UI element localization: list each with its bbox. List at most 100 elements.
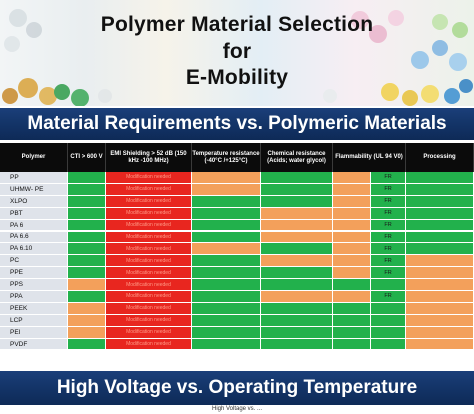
cell-processing [406,172,474,184]
cell-cti [68,243,106,256]
cell-emi: Modification needed [106,219,192,232]
cell-emi: Modification needed [106,291,192,303]
cell-temperature [192,291,261,303]
polymer-name: PP [0,172,68,184]
cell-emi: Modification needed [106,243,192,256]
cell-processing [406,326,474,339]
cell-chemical [261,195,333,208]
cell-cti [68,314,106,327]
cell-processing [406,338,474,351]
cell-emi: Modification needed [106,207,192,220]
cell-temperature [192,314,261,327]
polymer-name: LCP [0,314,68,327]
cell-flammability-fr [371,302,406,315]
table-row: PPA Modification needed FR [0,291,474,303]
cell-flammability-base [333,279,371,291]
cell-chemical [261,302,333,315]
table-row: UHMW- PE Modification needed FR [0,183,474,196]
cell-cti [68,291,106,303]
cell-temperature [192,279,261,291]
column-header-emi: EMI Shielding > 52 dB (150 kHz -100 MHz) [106,143,192,172]
cell-temperature [192,231,261,244]
cell-chemical [261,255,333,268]
cell-emi: Modification needed [106,267,192,280]
cell-flammability-base [333,291,371,303]
cell-flammability-base [333,338,371,351]
cell-processing [406,302,474,315]
cell-cti [68,219,106,232]
table-row: PEEK Modification needed [0,302,474,315]
cell-flammability-base [333,207,371,220]
cell-cti [68,302,106,315]
cell-chemical [261,291,333,303]
cell-temperature [192,302,261,315]
cell-flammability-base [333,314,371,327]
table-row: PC Modification needed FR [0,255,474,268]
cell-processing [406,291,474,303]
cell-flammability-fr: FR [371,207,406,220]
cell-temperature [192,195,261,208]
banner-material-requirements: Material Requirements vs. Polymeric Mate… [0,108,474,140]
cell-emi: Modification needed [106,338,192,351]
cell-flammability-fr: FR [371,219,406,232]
cell-temperature [192,243,261,256]
cell-flammability-base [333,219,371,232]
polymer-name: PEI [0,326,68,339]
cell-temperature [192,207,261,220]
cell-processing [406,243,474,256]
cell-cti [68,338,106,351]
cell-flammability-base [333,172,371,184]
cell-temperature [192,338,261,351]
cell-flammability-fr: FR [371,243,406,256]
cell-processing [406,195,474,208]
cell-processing [406,207,474,220]
cell-chemical [261,314,333,327]
title-line-3: E-Mobility [185,66,289,89]
cell-chemical [261,231,333,244]
pellets-image [2,9,473,106]
polymer-name: PA 6 [0,219,68,232]
cell-chemical [261,243,333,256]
cell-flammability-fr: FR [371,172,406,184]
cell-cti [68,195,106,208]
cell-emi: Modification needed [106,195,192,208]
polymer-name: PA 6.6 [0,231,68,244]
table-row: PPS Modification needed [0,279,474,291]
polymer-name: PPE [0,267,68,280]
cell-flammability-fr: FR [371,231,406,244]
cell-temperature [192,267,261,280]
cell-flammability-fr: FR [371,195,406,208]
cell-chemical [261,183,333,196]
cell-flammability-fr: FR [371,291,406,303]
polymer-name: PBT [0,207,68,220]
column-header-cti: CTI > 600 V [68,143,106,172]
table-row: PPE Modification needed FR [0,267,474,280]
cell-processing [406,255,474,268]
cell-chemical [261,279,333,291]
cell-processing [406,314,474,327]
table-row: PP Modification needed FR [0,172,474,184]
banner-high-voltage: High Voltage vs. Operating Temperature [0,371,474,405]
table-row: PA 6.10 Modification needed FR [0,243,474,256]
cell-chemical [261,326,333,339]
table-row: PBT Modification needed FR [0,207,474,220]
cell-flammability-base [333,255,371,268]
table-row: PA 6 Modification needed FR [0,219,474,232]
cell-temperature [192,255,261,268]
polymer-name: XLPO [0,195,68,208]
cell-temperature [192,219,261,232]
cell-emi: Modification needed [106,255,192,268]
header-photo: Polymer Material Selection for E-Mobilit… [0,0,474,106]
cell-flammability-base [333,195,371,208]
cell-flammability-base [333,231,371,244]
column-header-chem: Chemical resistance (Acids; water glycol… [261,143,333,172]
cell-cti [68,255,106,268]
cell-cti [68,172,106,184]
cell-emi: Modification needed [106,183,192,196]
cell-flammability-fr [371,326,406,339]
polymer-name: PVDF [0,338,68,351]
footer-strip [0,405,474,414]
cell-chemical [261,172,333,184]
footer-text: High Voltage vs. ... [211,406,263,412]
